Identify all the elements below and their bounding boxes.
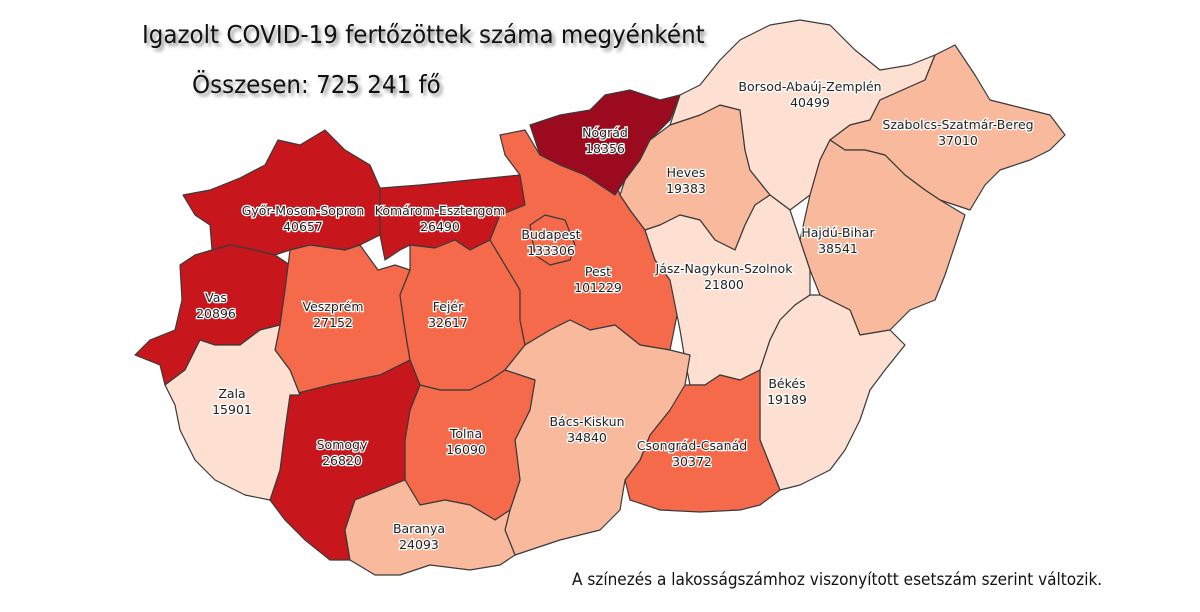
county-label: Pest 101229	[574, 264, 622, 295]
county-label: Zala 15901	[212, 386, 252, 417]
county-label: Heves 19383	[666, 165, 706, 196]
county-label: Hajdú-Bihar 38541	[801, 225, 875, 256]
county-label: Veszprém 27152	[302, 299, 363, 330]
county-label: Jász-Nagykun-Szolnok 21800	[655, 261, 794, 292]
county-baranya	[344, 479, 516, 576]
county-label: Fejér 32617	[428, 299, 468, 330]
map-title: Igazolt COVID-19 fertőzöttek száma megyé…	[142, 20, 705, 49]
county-label: Tolna 16090	[446, 426, 486, 457]
county-gyor-moson-sopron	[182, 129, 381, 256]
county-label: Vas 20896	[196, 290, 236, 321]
county-zala	[164, 324, 301, 501]
county-label: Somogy 26820	[317, 437, 368, 468]
county-label: Komárom-Esztergom 26490	[375, 203, 506, 234]
county-label: Békés 19189	[767, 376, 807, 407]
county-label: Csongrád-Csanád 30372	[637, 438, 747, 469]
total-count: Összesen: 725 241 fő	[192, 70, 441, 99]
county-label: Bács-Kiskun 34840	[549, 414, 624, 445]
county-label: Nógrád 18356	[582, 125, 628, 156]
county-label: Baranya 24093	[393, 521, 445, 552]
color-note: A színezés a lakosságszámhoz viszonyítot…	[572, 570, 1103, 590]
county-label: Győr-Moson-Sopron 40657	[242, 203, 365, 234]
county-label: Szabolcs-Szatmár-Bereg 37010	[882, 117, 1033, 148]
county-label: Borsod-Abaúj-Zemplén 40499	[738, 79, 881, 110]
county-budapest	[529, 214, 576, 266]
county-label: Budapest 133306	[521, 227, 580, 258]
